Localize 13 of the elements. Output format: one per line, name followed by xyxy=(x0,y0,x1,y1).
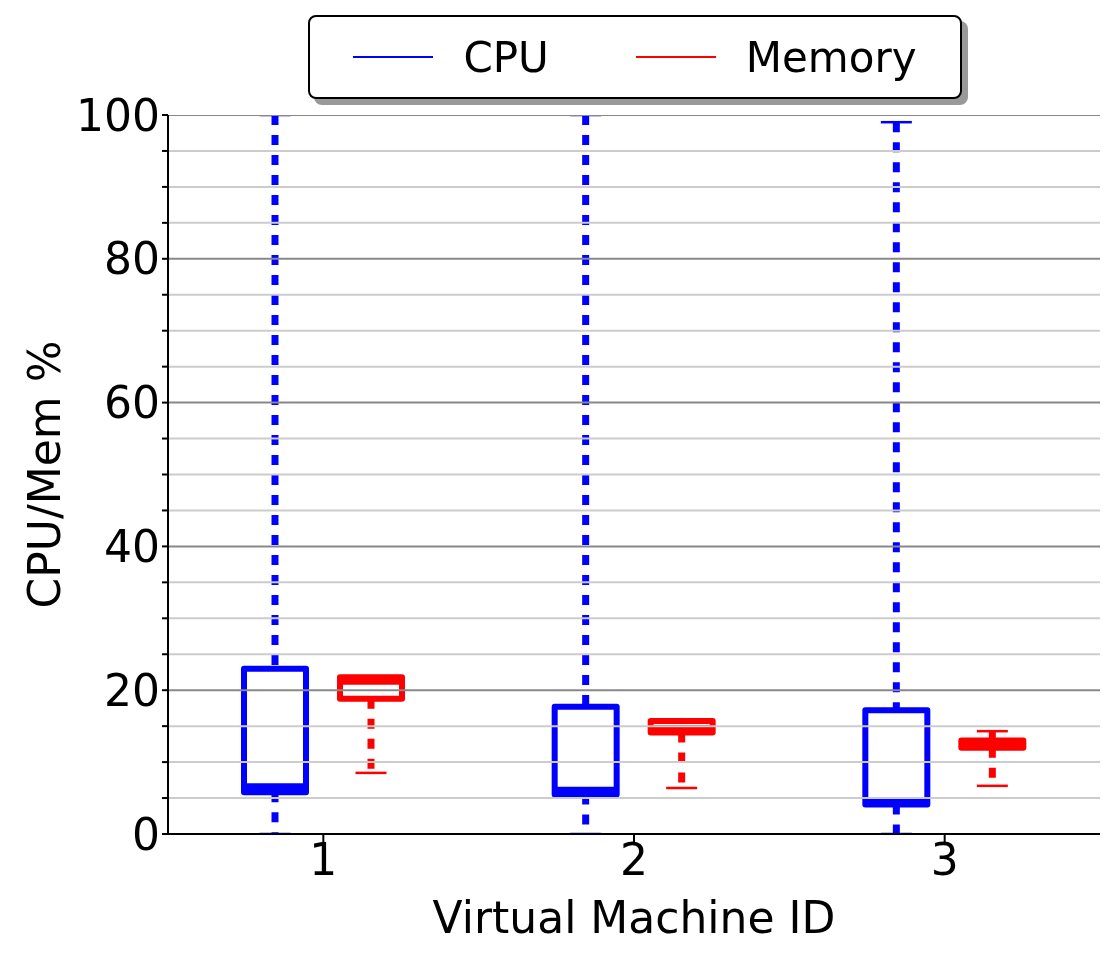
x-tick-label: 2 xyxy=(620,834,648,886)
x-tick-label: 3 xyxy=(930,834,959,886)
y-axis-title: CPU/Mem % xyxy=(18,340,70,609)
x-tick-label: 1 xyxy=(309,834,338,886)
y-tick-label: 20 xyxy=(104,664,160,716)
y-tick-label: 0 xyxy=(132,808,160,860)
y-tick-label: 100 xyxy=(76,89,160,141)
legend-label: CPU xyxy=(463,32,549,82)
legend-label: Memory xyxy=(745,32,917,82)
y-tick-label: 80 xyxy=(104,233,160,285)
y-tick-label: 60 xyxy=(104,377,160,429)
y-tick-label: 40 xyxy=(104,521,160,573)
x-axis-title: Virtual Machine ID xyxy=(432,892,836,943)
